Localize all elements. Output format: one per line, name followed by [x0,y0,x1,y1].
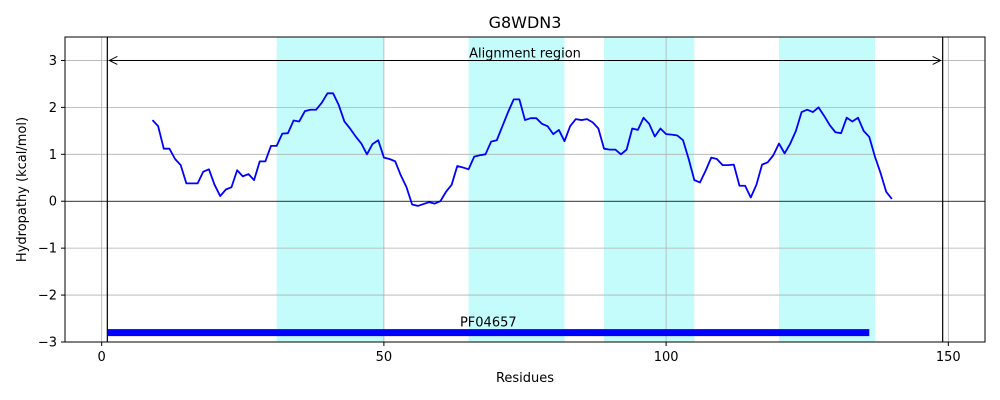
y-tick-label: 2 [49,101,57,116]
x-tick-label: 150 [936,350,961,365]
alignment-arrowhead-right [932,56,942,65]
alignment-arrowhead-left [108,56,118,65]
domain-bar-label: PF04657 [460,316,517,331]
shaded-region [468,37,565,342]
shaded-region [604,37,695,342]
y-tick-label: 1 [49,148,57,163]
x-tick-label: 0 [98,350,106,365]
domain-bar [107,329,870,337]
y-axis-label: Hydropathy (kcal/mol) [15,117,30,262]
x-tick-label: 100 [654,350,679,365]
x-tick-label: 50 [376,350,393,365]
domain-bar-layer: PF04657 [107,316,870,337]
shaded-regions [276,37,875,342]
alignment-region-label: Alignment region [469,46,581,61]
y-tick-label: 3 [49,54,57,69]
axis-ticks: 0 50 100 150 −3 −2 −1 0 1 2 3 [38,54,961,365]
y-tick-label: −2 [38,289,57,304]
x-axis-label: Residues [496,371,554,386]
plot-frame [64,36,986,343]
y-tick-label: −1 [38,242,57,257]
y-tick-label: −3 [38,336,57,351]
shaded-region [778,37,875,342]
hydropathy-series-line [151,92,893,207]
y-tick-label: 0 [49,195,57,210]
series-layer [151,92,893,207]
shaded-region [276,37,384,342]
chart-title: G8WDN3 [489,13,562,32]
alignment-region: Alignment region [106,37,944,342]
